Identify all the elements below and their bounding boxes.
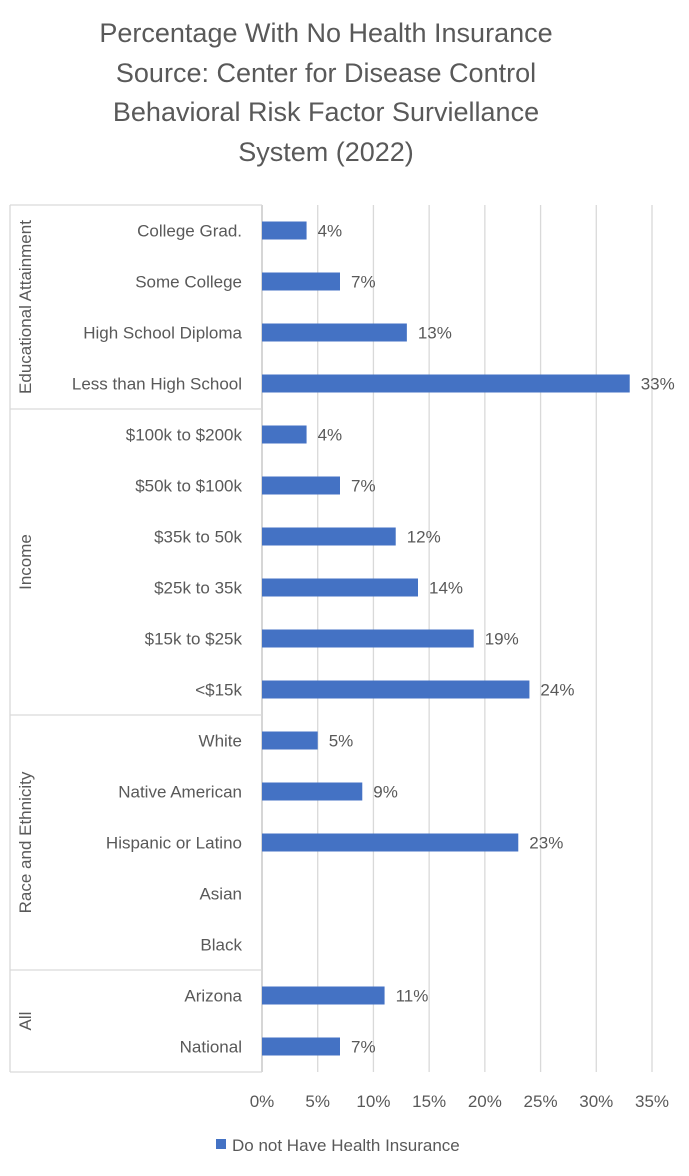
bar [262,272,340,291]
legend-swatch [216,1139,226,1149]
x-tick-label: 30% [579,1092,613,1111]
category-label: Asian [199,885,242,904]
category-label: National [180,1038,242,1057]
data-label: 24% [540,681,574,700]
bar [262,374,630,393]
data-label: 11% [396,987,429,1006]
category-label: White [199,732,242,751]
title-line: System (2022) [238,136,414,167]
bar [262,629,474,648]
category-label: Less than High School [72,375,242,394]
title-line: Source: Center for Disease Control [115,57,537,88]
group-label: Race and Ethnicity [16,771,35,913]
bar [262,1037,340,1056]
bar [262,731,318,750]
bar [262,527,396,546]
category-label: <$15k [195,681,242,700]
bar [262,323,407,342]
bar [262,578,418,597]
bar [262,782,363,801]
title-line: Percentage With No Health Insurance [99,18,553,48]
bar [262,425,307,444]
data-label: 7% [351,1038,376,1057]
x-tick-label: 5% [305,1092,330,1111]
bar [262,833,519,852]
x-tick-label: 15% [412,1092,446,1111]
category-label: $35k to 50k [154,528,242,547]
category-label: Arizona [184,987,242,1006]
x-tick-label: 10% [356,1092,390,1111]
group-label: All [16,1012,35,1031]
group-label: Educational Attainment [16,220,35,394]
x-tick-label: 25% [524,1092,558,1111]
x-tick-label: 35% [635,1092,669,1111]
bar [262,680,530,699]
category-label: Native American [118,783,242,802]
data-label: 5% [329,732,354,751]
category-label: Black [200,936,242,955]
data-label: 19% [485,630,519,649]
category-label: Some College [135,273,242,292]
data-label: 9% [373,783,398,802]
bar [262,476,340,495]
data-label: 33% [641,375,675,394]
data-label: 23% [529,834,563,853]
data-label: 7% [351,273,376,292]
category-label: $100k to $200k [126,426,243,445]
data-label: 4% [318,426,343,445]
bar [262,986,385,1005]
category-label: Hispanic or Latino [106,834,242,853]
data-label: 13% [418,324,452,343]
category-label: College Grad. [137,222,242,241]
category-label: $50k to $100k [135,477,242,496]
category-label: $25k to 35k [154,579,242,598]
title-line: Behavioral Risk Factor Surviellance [112,97,540,127]
category-label: $15k to $25k [145,630,243,649]
data-label: 4% [318,222,343,241]
x-tick-label: 0% [250,1092,275,1111]
x-tick-label: 20% [468,1092,502,1111]
bar [262,221,307,240]
legend-label: Do not Have Health Insurance [232,1136,460,1155]
data-label: 7% [351,477,376,496]
data-label: 14% [429,579,463,598]
category-label: High School Diploma [83,324,242,343]
group-label: Income [16,534,35,590]
chart-title: Percentage With No Health Insurance Sour… [0,14,652,172]
data-label: 12% [407,528,441,547]
